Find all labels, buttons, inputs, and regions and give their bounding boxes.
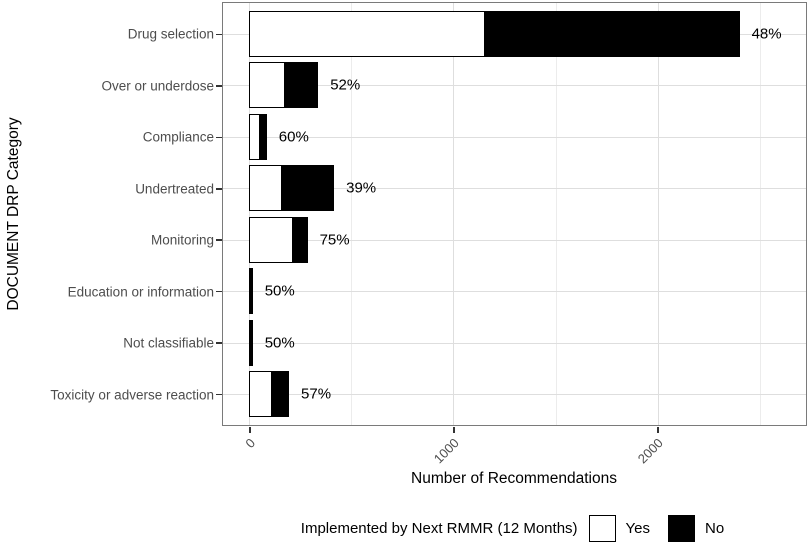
category-label: Monitoring (150, 232, 214, 248)
gridline-major-horizontal (222, 85, 806, 87)
x-axis-tick (453, 427, 455, 433)
category-label: Not classifiable (123, 335, 214, 351)
y-axis-tick (216, 33, 222, 36)
gridline-minor-vertical (555, 3, 557, 425)
x-axis-tick-label: 2000 (634, 435, 666, 467)
category-label: Toxicity or adverse reaction (50, 386, 214, 402)
category-label: Over or underdose (101, 78, 214, 94)
bar-segment-yes (249, 216, 294, 263)
bar-segment-yes (249, 165, 283, 212)
gridline-major-horizontal (222, 291, 806, 293)
bar-segment-yes (249, 268, 252, 315)
y-axis-tick (216, 393, 222, 396)
x-axis-title: Number of Recommendations (411, 470, 617, 487)
gridline-major-vertical (453, 3, 455, 425)
bar-segment-no (285, 62, 319, 109)
x-axis-tick (249, 427, 251, 433)
bar-value-label: 50% (264, 334, 295, 352)
gridline-major-horizontal (222, 394, 806, 396)
bar-segment-no (272, 370, 289, 418)
x-axis-tick-label: 0 (242, 435, 258, 452)
gridline-major-vertical (657, 3, 659, 425)
bar-segment-no (282, 165, 335, 212)
category-label: Undertreated (135, 181, 214, 197)
category-label: Compliance (142, 129, 214, 145)
bar-segment-no (259, 113, 267, 160)
bar-value-label: 48% (751, 25, 782, 43)
bar-value-label: 50% (264, 282, 295, 300)
x-axis-tick-label: 1000 (430, 435, 462, 467)
bar-segment-no (484, 10, 740, 58)
gridline-minor-vertical (759, 3, 761, 425)
y-axis-tick (216, 188, 222, 190)
bar-segment-no (293, 216, 308, 263)
x-axis-tick (657, 427, 659, 433)
bar-segment-yes (249, 370, 273, 418)
y-axis-title: DOCUMENT DRP Category (5, 117, 22, 311)
legend-label-no: No (705, 519, 725, 537)
legend-title: Implemented by Next RMMR (12 Months) (300, 519, 578, 537)
y-axis-tick (216, 342, 222, 344)
gridline-major-horizontal (222, 136, 806, 138)
y-axis-tick (216, 85, 222, 87)
bar-segment-yes (249, 62, 286, 109)
gridline-major-horizontal (222, 342, 806, 344)
bar-segment-yes (249, 319, 252, 366)
y-axis-tick (216, 239, 222, 241)
legend-label-yes: Yes (625, 519, 651, 537)
gridline-minor-vertical (351, 3, 353, 425)
y-axis-tick (216, 290, 222, 293)
bar-segment-no (251, 319, 254, 366)
bar-value-label: 57% (301, 385, 332, 403)
bar-value-label: 52% (330, 76, 361, 94)
y-axis-tick (216, 136, 222, 139)
bar-segment-no (251, 268, 254, 315)
plot-panel: 48% 52% 60% 39% 75% 50% 50% 57% (221, 2, 807, 426)
bar-value-label: 39% (346, 179, 377, 197)
bar-value-label: 75% (319, 231, 350, 249)
gridline-major-horizontal (222, 239, 806, 241)
legend: Implemented by Next RMMR (12 Months) Yes… (221, 513, 804, 543)
bar-value-label: 60% (278, 128, 309, 146)
legend-key-no-swatch (668, 514, 696, 542)
legend-key-yes-swatch (588, 514, 616, 542)
bar-segment-yes (249, 10, 485, 58)
gridline-major-horizontal (222, 188, 806, 190)
bar-segment-yes (249, 113, 260, 160)
gridline-major-vertical (249, 3, 251, 425)
category-label: Drug selection (127, 26, 214, 42)
category-label: Education or information (67, 283, 214, 299)
